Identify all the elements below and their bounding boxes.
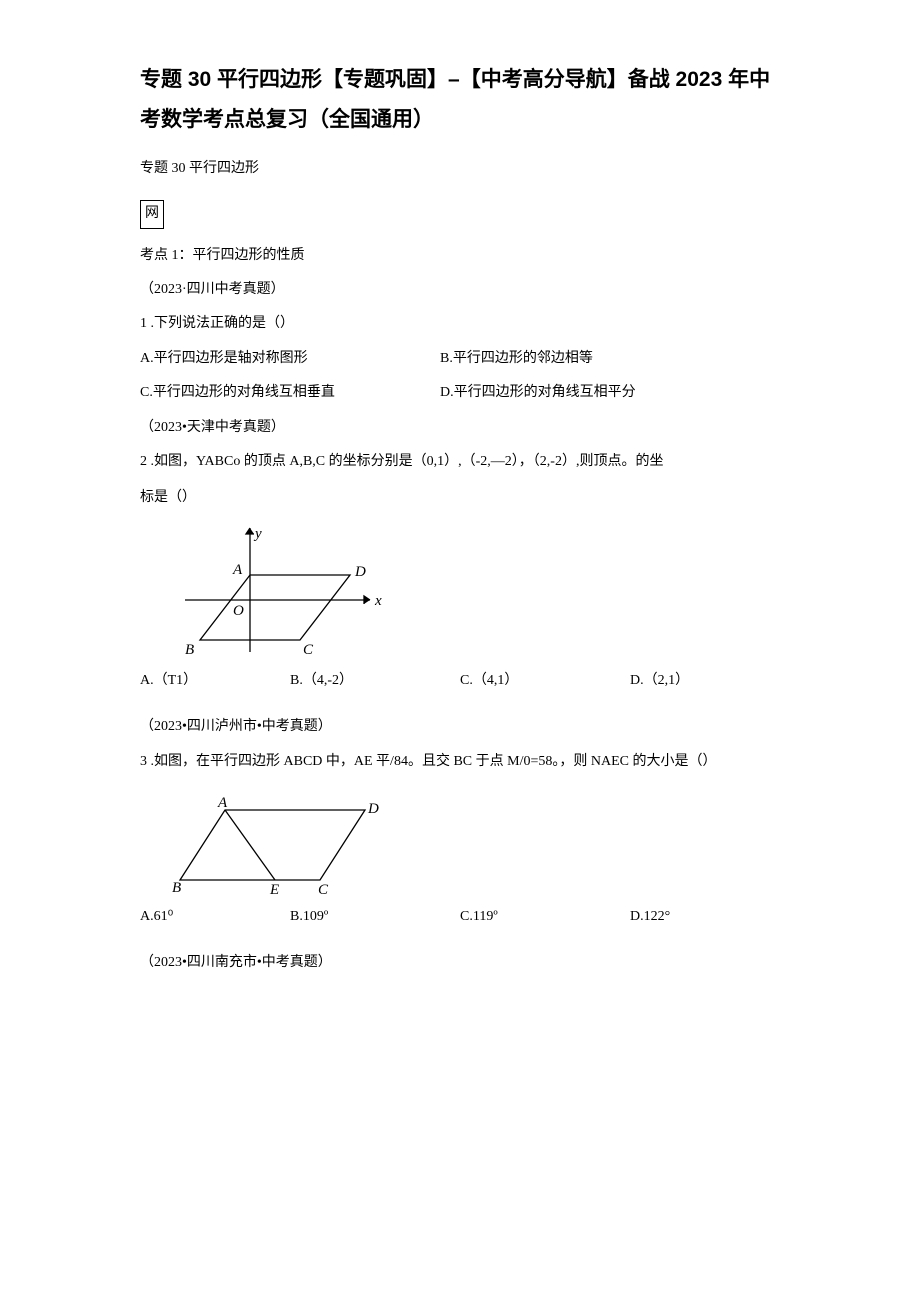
question-source: （2023·四川中考真题） [140, 279, 780, 301]
page-title: 专题 30 平行四边形【专题巩固】–【中考高分导航】备战 2023 年中考数学考… [140, 60, 780, 140]
options-row: C.平行四边形的对角线互相垂直 D.平行四边形的对角线互相平分 [140, 382, 780, 404]
question-stem-tail: 标是（） [140, 487, 780, 509]
question-source: （2023•四川泸州市•中考真题） [140, 716, 780, 738]
question-stem: 2 .如图，YABCo 的顶点 A,B,C 的坐标分别是（0,1）,（-2,—2… [140, 451, 780, 473]
option-b: B.109º [290, 906, 460, 928]
box-label: 网 [140, 200, 164, 228]
topic-heading: 考点 1：平行四边形的性质 [140, 245, 780, 267]
vertex-d-label: D [354, 564, 366, 580]
vertex-b-label: B [172, 880, 181, 895]
vertex-a-label: A [217, 795, 228, 811]
option-d: D.平行四边形的对角线互相平分 [440, 382, 740, 404]
option-c: C.平行四边形的对角线互相垂直 [140, 382, 440, 404]
figure-parallelogram-axes: y x A D O B C [170, 520, 780, 668]
options-row: A.（T1） B.（4,-2） C.（4,1） D.（2,1） [140, 670, 780, 692]
vertex-d-label: D [367, 801, 379, 817]
vertex-e-label: E [269, 882, 279, 895]
axis-y-label: y [253, 526, 262, 542]
option-a: A.（T1） [140, 670, 290, 692]
option-b: B.（4,-2） [290, 670, 460, 692]
option-d: D.122° [630, 906, 750, 928]
option-c: C.（4,1） [460, 670, 630, 692]
question-stem: 3 .如图，在平行四边形 ABCD 中，AE 平/84。且交 BC 于点 M/0… [140, 751, 780, 773]
vertex-b-label: B [185, 642, 194, 658]
option-b: B.平行四边形的邻边相等 [440, 348, 740, 370]
options-row: A.61⁰ B.109º C.119º D.122° [140, 906, 780, 928]
vertex-c-label: C [318, 882, 329, 895]
subtitle: 专题 30 平行四边形 [140, 158, 780, 180]
vertex-a-label: A [232, 562, 243, 578]
option-a: A.平行四边形是轴对称图形 [140, 348, 440, 370]
vertex-c-label: C [303, 642, 314, 658]
option-a: A.61⁰ [140, 906, 290, 928]
axis-x-label: x [374, 593, 382, 609]
origin-label: O [233, 603, 244, 619]
question-source: （2023•四川南充市•中考真题） [140, 952, 780, 974]
options-row: A.平行四边形是轴对称图形 B.平行四边形的邻边相等 [140, 348, 780, 370]
question-source: （2023•天津中考真题） [140, 417, 780, 439]
question-stem: 1 .下列说法正确的是（） [140, 313, 780, 335]
figure-parallelogram-ae: A D B E C [170, 795, 780, 903]
option-d: D.（2,1） [630, 670, 750, 692]
option-c: C.119º [460, 906, 630, 928]
